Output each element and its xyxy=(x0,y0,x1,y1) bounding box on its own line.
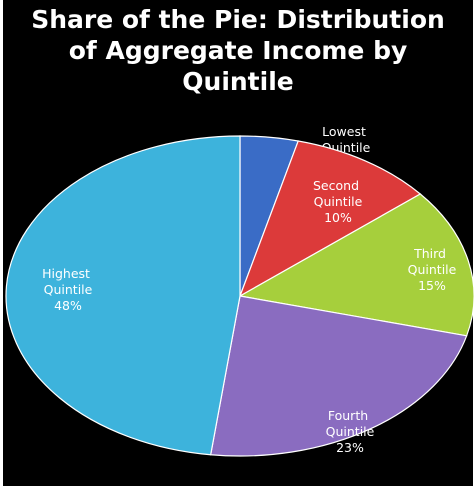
label-line: Lowest xyxy=(322,124,370,139)
label-line: Quintile xyxy=(314,194,363,209)
slice-label: Fourth Quintile xyxy=(326,408,375,439)
label-line: Quintile xyxy=(326,424,375,439)
label-line: Highest xyxy=(42,266,94,281)
slice-label: Third Quintile xyxy=(408,246,457,277)
chart-title: Share of the Pie: Distribution of Aggreg… xyxy=(31,5,445,96)
label-line: Third xyxy=(413,246,450,261)
slice-label: Second Quintile xyxy=(313,178,363,209)
value-label: 10% xyxy=(324,210,352,225)
slice-label: Highest Quintile xyxy=(42,266,94,297)
pie-slice xyxy=(209,295,468,457)
pie-slice xyxy=(238,140,422,298)
label-line: Quintile xyxy=(408,262,457,277)
value-label: 48% xyxy=(54,298,82,313)
pie-slice xyxy=(238,193,475,337)
value-label: 15% xyxy=(418,278,446,293)
value-label: 23% xyxy=(336,440,364,455)
label-line: Fourth xyxy=(328,408,372,423)
pie-slice xyxy=(5,135,241,456)
label-line: Second xyxy=(313,178,363,193)
label-line: Quintile xyxy=(44,282,93,297)
